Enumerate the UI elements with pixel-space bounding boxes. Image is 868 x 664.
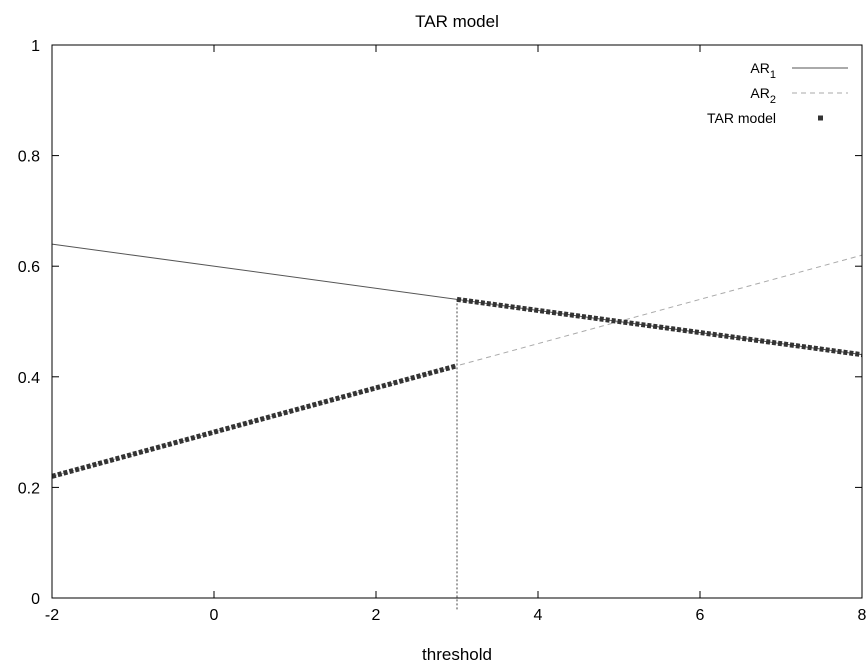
x-tick-label: 8 [858,607,867,624]
x-tick-label: 0 [210,607,219,624]
y-tick-label: 0 [31,591,40,608]
legend-swatch-tar [818,115,823,121]
y-tick-label: 0.8 [18,149,40,166]
legend-label-tar: TAR model [707,110,776,126]
chart-title: TAR model [415,12,499,31]
y-tick-label: 0.2 [18,480,40,497]
series-tar-segment [456,296,863,358]
y-tick-label: 0.4 [18,370,40,387]
x-tick-label: 4 [534,607,543,624]
legend: AR1 AR2 TAR model [707,60,848,126]
plot-area [51,243,863,610]
x-tick-label: -2 [45,607,59,624]
y-tick-label: 0.6 [18,259,40,276]
x-tick-label: 2 [372,607,381,624]
y-tick-label: 1 [31,38,40,55]
plot-frame [51,44,863,599]
legend-label-ar1: AR1 [750,60,776,81]
y-axis-ticks: 0 0.2 0.4 0.6 0.8 1 [18,38,862,608]
series-tar-segment [51,363,458,479]
x-axis-title: threshold [422,645,492,664]
legend-label-ar2: AR2 [750,85,776,106]
x-axis-ticks: -2 0 2 4 6 8 [45,45,867,624]
x-tick-label: 6 [696,607,705,624]
